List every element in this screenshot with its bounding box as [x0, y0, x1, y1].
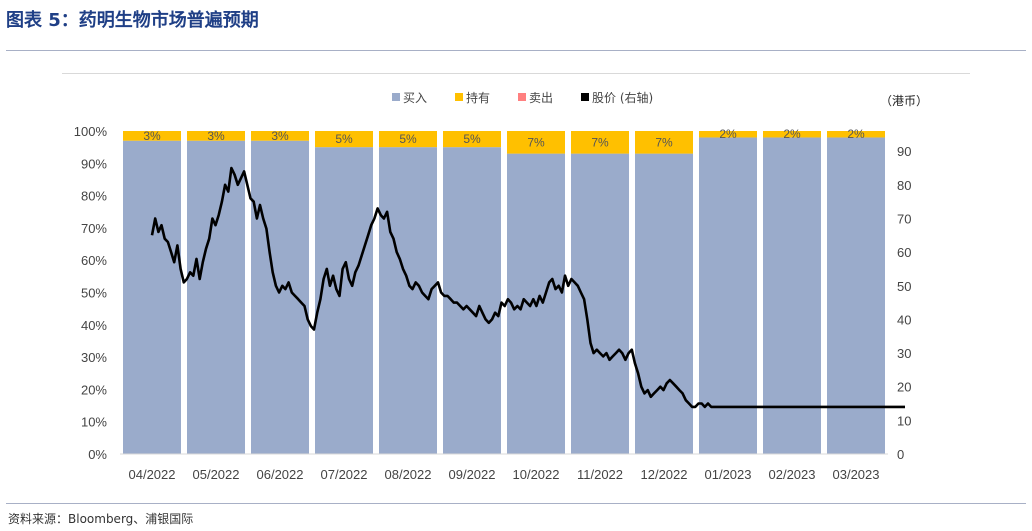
left-axis: 0% 10% 20% 30% 40% 50% 60% 70% 80% 90% 100%	[74, 124, 108, 462]
y-right-tick-label: 80	[897, 178, 911, 193]
y-left-tick-label: 100%	[74, 124, 108, 139]
right-axis-unit: （港币）	[880, 94, 928, 108]
x-tick-label: 10/2022	[513, 467, 560, 482]
bar-1-8	[635, 131, 693, 154]
y-right-tick-label: 20	[897, 380, 911, 395]
x-tick-label: 04/2022	[129, 467, 176, 482]
legend-swatch	[455, 93, 463, 101]
bar-0-11	[827, 137, 885, 454]
data-label: 7%	[527, 135, 545, 149]
bar-0-2	[251, 140, 309, 454]
x-tick-label: 02/2023	[769, 467, 816, 482]
bar-0-3	[315, 147, 373, 454]
bar-0-8	[635, 153, 693, 455]
y-right-tick-label: 40	[897, 312, 911, 327]
y-left-tick-label: 60%	[81, 253, 107, 268]
bar-1-10	[763, 131, 821, 138]
bar-1-1	[187, 131, 245, 141]
bar-0-9	[699, 137, 757, 454]
bar-1-5	[443, 131, 501, 148]
bar-1-3	[315, 131, 373, 148]
x-tick-label: 03/2023	[833, 467, 880, 482]
y-right-tick-label: 70	[897, 211, 911, 226]
data-label: 3%	[207, 129, 225, 143]
x-tick-label: 11/2022	[577, 467, 623, 482]
legend-label: 卖出	[529, 91, 553, 105]
data-label: 2%	[783, 127, 801, 141]
bar-1-0	[123, 131, 181, 141]
y-right-tick-label: 50	[897, 279, 911, 294]
y-left-tick-label: 0%	[88, 447, 107, 462]
data-label: 3%	[271, 129, 289, 143]
y-right-tick-label: 10	[897, 413, 911, 428]
y-right-tick-label: 30	[897, 346, 911, 361]
bar-0-7	[571, 153, 629, 455]
y-left-tick-label: 10%	[81, 415, 107, 430]
data-label: 2%	[719, 127, 737, 141]
bars-group: 3% 3% 3% 5% 5% 5% 7% 7% 7% 2% 2% 2%	[123, 127, 885, 455]
data-label: 5%	[335, 132, 353, 146]
bar-1-11	[827, 131, 885, 138]
y-left-tick-label: 70%	[81, 221, 107, 236]
y-left-tick-label: 20%	[81, 382, 107, 397]
x-tick-label: 08/2022	[385, 467, 432, 482]
x-tick-label: 12/2022	[641, 467, 688, 482]
y-right-tick-label: 90	[897, 144, 911, 159]
y-left-tick-label: 80%	[81, 189, 107, 204]
bar-1-7	[571, 131, 629, 154]
x-tick-label: 01/2023	[705, 467, 752, 482]
bar-1-9	[699, 131, 757, 138]
x-tick-label: 06/2022	[257, 467, 304, 482]
data-label: 3%	[143, 129, 161, 143]
x-axis: 04/2022 05/2022 06/2022 07/2022 08/2022 09/20…	[120, 453, 888, 482]
data-label: 5%	[399, 132, 417, 146]
source-note: 资料来源：Bloomberg、浦银国际	[8, 512, 194, 526]
legend-label: 买入	[403, 91, 427, 105]
y-left-tick-label: 30%	[81, 350, 107, 365]
data-label: 7%	[655, 135, 673, 149]
bar-0-10	[763, 137, 821, 454]
data-label: 2%	[847, 127, 865, 141]
bar-0-1	[187, 140, 245, 454]
bar-1-4	[379, 131, 437, 148]
chart-frame-top	[62, 73, 970, 74]
y-left-tick-label: 90%	[81, 156, 107, 171]
legend: 买入 持有 卖出 股价 (右轴)	[392, 90, 653, 105]
x-tick-label: 09/2022	[449, 467, 496, 482]
y-right-tick-label: 60	[897, 245, 911, 260]
footer-rule	[6, 503, 1026, 504]
y-right-tick-label: 0	[897, 447, 904, 462]
title-rule	[6, 50, 1026, 51]
data-label: 5%	[463, 132, 481, 146]
bar-1-2	[251, 131, 309, 141]
figure-title: 图表 5：药明生物市场普遍预期	[6, 10, 259, 31]
bar-0-0	[123, 140, 181, 454]
right-axis: 0 10 20 30 40 50 60 70 80 90	[897, 144, 911, 462]
x-tick-label: 05/2022	[193, 467, 240, 482]
data-label: 7%	[591, 135, 609, 149]
legend-swatch	[581, 93, 589, 101]
y-left-tick-label: 50%	[81, 286, 107, 301]
legend-label: 持有	[466, 90, 490, 105]
price-line	[150, 166, 905, 409]
bar-1-6	[507, 131, 565, 154]
legend-swatch	[518, 93, 526, 101]
legend-label: 股价 (右轴)	[592, 90, 653, 105]
price-line-group	[150, 166, 905, 409]
legend-swatch	[392, 93, 400, 101]
bar-0-4	[379, 147, 437, 454]
x-tick-label: 07/2022	[321, 467, 368, 482]
y-left-tick-label: 40%	[81, 318, 107, 333]
